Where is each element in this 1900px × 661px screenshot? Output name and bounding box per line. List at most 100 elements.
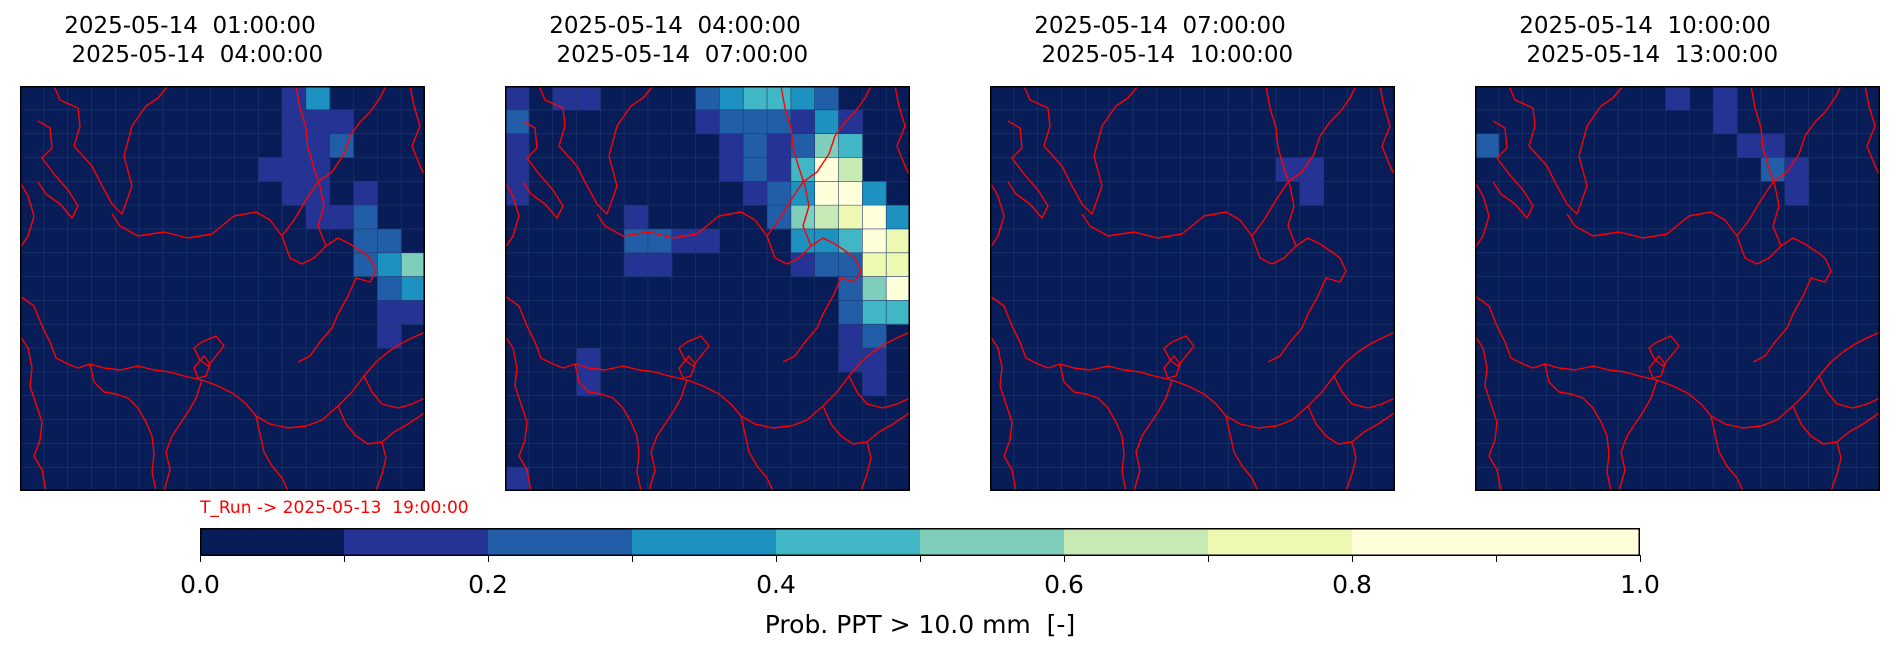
- border-line: [1618, 379, 1658, 491]
- colorbar-tick: [1063, 555, 1065, 562]
- probability-cell: [767, 133, 792, 158]
- probability-cell: [329, 109, 355, 135]
- probability-cell: [862, 276, 887, 301]
- colorbar-tick: [1207, 555, 1209, 562]
- probability-cell: [814, 109, 840, 135]
- border-line: [1475, 181, 1490, 249]
- colorbar-tick: [343, 555, 345, 562]
- probability-cell: [377, 324, 402, 349]
- probability-cell: [862, 252, 887, 278]
- probability-cell: [814, 205, 840, 230]
- border-line: [1265, 86, 1297, 247]
- panel-title-3: 2025-05-14 07:00:00 2025-05-14 10:00:00: [950, 12, 1370, 70]
- probability-cell: [624, 205, 649, 230]
- probability-cell: [305, 157, 331, 182]
- probability-cell: [282, 109, 307, 135]
- border-line: [1710, 415, 1744, 491]
- probability-cell: [767, 181, 792, 206]
- probability-cell: [282, 157, 307, 182]
- border-line: [20, 181, 35, 249]
- probability-cell: [624, 252, 649, 278]
- border-line: [53, 86, 169, 215]
- panel-title-4: 2025-05-14 10:00:00 2025-05-14 13:00:00: [1435, 12, 1855, 70]
- colorbar-segment: [920, 528, 1065, 556]
- border-line: [505, 181, 520, 249]
- border-line: [538, 86, 654, 215]
- probability-cell: [1713, 109, 1738, 135]
- colorbar-tick-label: 0.4: [756, 570, 796, 599]
- colorbar-segment: [1208, 528, 1353, 556]
- colorbar-segment: [200, 528, 345, 556]
- colorbar-tick: [1351, 555, 1353, 562]
- map-background: [1475, 86, 1880, 491]
- border-line: [1508, 86, 1624, 215]
- panel-2-start: 2025-05-14 04:00:00: [549, 13, 801, 39]
- border-line: [1379, 86, 1395, 177]
- probability-cell: [401, 252, 425, 278]
- colorbar-tick: [919, 555, 921, 562]
- probability-cell: [814, 133, 840, 158]
- probability-cell: [1784, 181, 1810, 206]
- probability-cell: [862, 181, 887, 206]
- probability-cell: [377, 276, 402, 301]
- probability-cell: [838, 324, 863, 349]
- border-line: [574, 363, 642, 491]
- probability-cell: [1665, 86, 1690, 111]
- border-line: [37, 120, 79, 219]
- probability-cell: [552, 86, 577, 111]
- border-line: [1251, 86, 1357, 237]
- colorbar-tick: [1495, 555, 1497, 562]
- probability-cell: [838, 348, 863, 373]
- border-line: [295, 86, 327, 247]
- border-line: [1830, 441, 1842, 491]
- probability-cell: [886, 205, 910, 230]
- border-line: [1059, 363, 1127, 491]
- probability-cell: [1275, 157, 1301, 182]
- probability-cell: [767, 86, 792, 111]
- border-line: [860, 441, 872, 491]
- probability-cell: [838, 133, 863, 158]
- probability-cell: [1737, 133, 1762, 158]
- border-line: [1163, 335, 1195, 367]
- border-line: [409, 86, 425, 177]
- probability-map-2: [505, 86, 910, 491]
- panel-2-end: 2025-05-14 07:00:00: [556, 42, 809, 68]
- border-line: [1133, 379, 1173, 491]
- border-line: [163, 379, 203, 491]
- map-background: [20, 86, 425, 491]
- border-line: [648, 379, 688, 491]
- border-line: [1544, 363, 1612, 491]
- probability-cell: [719, 86, 744, 111]
- probability-cell: [695, 228, 720, 254]
- probability-cell: [282, 133, 307, 158]
- colorbar-label: Prob. PPT > 10.0 mm [-]: [764, 610, 1076, 639]
- border-line: [375, 441, 387, 491]
- probability-cell: [838, 205, 863, 230]
- probability-cell: [719, 157, 744, 182]
- probability-cell: [1299, 181, 1325, 206]
- probability-cell: [505, 133, 530, 158]
- border-line: [1345, 441, 1357, 491]
- border-line: [505, 335, 532, 491]
- probability-cell: [719, 133, 744, 158]
- border-line: [678, 335, 710, 367]
- map-frame: [505, 86, 910, 491]
- border-line: [894, 86, 910, 177]
- border-line: [1736, 86, 1842, 237]
- probability-cell: [305, 86, 331, 111]
- probability-cell: [258, 157, 283, 182]
- border-line: [1818, 375, 1880, 409]
- probability-cell: [329, 205, 355, 230]
- border-line: [990, 181, 1005, 249]
- border-line: [1225, 415, 1259, 491]
- panel-3-end: 2025-05-14 10:00:00: [1041, 42, 1294, 68]
- probability-cell: [862, 228, 887, 254]
- border-line: [363, 375, 425, 409]
- probability-cell: [743, 86, 768, 111]
- probability-cell: [695, 86, 720, 111]
- probability-cell: [743, 109, 768, 135]
- border-line: [89, 363, 157, 491]
- probability-cell: [401, 300, 425, 325]
- probability-cell: [790, 157, 816, 182]
- probability-cell: [862, 300, 887, 325]
